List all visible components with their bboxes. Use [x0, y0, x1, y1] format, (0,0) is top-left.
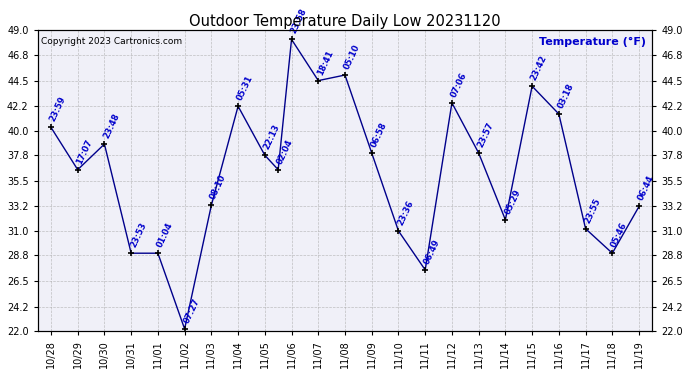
Text: 05:46: 05:46 [610, 221, 629, 249]
Text: 22:13: 22:13 [262, 123, 282, 151]
Text: 23:59: 23:59 [48, 95, 68, 123]
Text: 23:55: 23:55 [583, 196, 602, 225]
Text: 01:04: 01:04 [155, 221, 175, 249]
Text: 18:41: 18:41 [315, 48, 335, 76]
Text: 23:53: 23:53 [128, 221, 148, 249]
Text: 03:18: 03:18 [556, 82, 575, 110]
Text: 23:42: 23:42 [529, 54, 549, 82]
Title: Outdoor Temperature Daily Low 20231120: Outdoor Temperature Daily Low 20231120 [189, 14, 501, 29]
Text: 02:04: 02:04 [275, 138, 295, 165]
Text: 23:36: 23:36 [396, 199, 415, 227]
Text: 05:10: 05:10 [342, 43, 362, 71]
Text: 07:06: 07:06 [449, 71, 469, 99]
Text: 06:58: 06:58 [369, 121, 388, 149]
Text: Temperature (°F): Temperature (°F) [540, 36, 647, 46]
Text: 23:58: 23:58 [289, 7, 308, 35]
Text: 07:27: 07:27 [182, 297, 201, 325]
Text: 06:44: 06:44 [636, 174, 656, 202]
Text: 17:07: 17:07 [75, 138, 95, 165]
Text: Copyright 2023 Cartronics.com: Copyright 2023 Cartronics.com [41, 36, 181, 45]
Text: 06:49: 06:49 [422, 238, 442, 266]
Text: 23:48: 23:48 [102, 112, 121, 140]
Text: 08:10: 08:10 [209, 173, 228, 201]
Text: 05:29: 05:29 [503, 188, 522, 216]
Text: 23:57: 23:57 [476, 121, 495, 149]
Text: 05:31: 05:31 [235, 74, 255, 102]
